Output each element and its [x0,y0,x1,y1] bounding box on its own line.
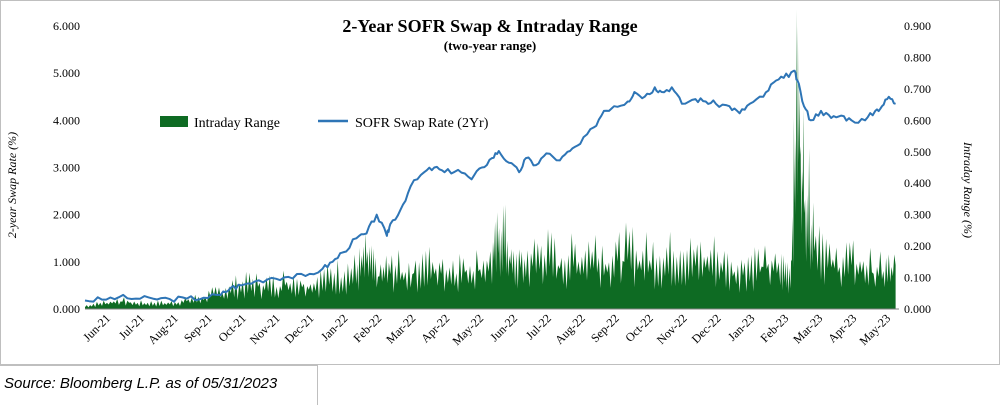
sofr-swap-rate-line [84,69,896,303]
chart-container: 2-Year SOFR Swap & Intraday Range (two-y… [0,0,1000,365]
chart-title: 2-Year SOFR Swap & Intraday Range [342,16,637,36]
right-tick-label: 0.400 [904,176,931,190]
left-tick-label: 1.000 [53,255,80,269]
right-tick-label: 0.100 [904,271,931,285]
left-axis-ticks: 0.000 1.000 2.000 3.000 4.000 5.000 6.000 [53,19,80,316]
right-tick-label: 0.700 [904,82,931,96]
legend-label-intraday-range: Intraday Range [194,116,280,131]
legend-label-sofr-swap-rate: SOFR Swap Rate (2Yr) [355,116,489,131]
source-note: Source: Bloomberg L.P. as of 05/31/2023 [4,375,278,392]
intraday-range-area-layer [85,9,896,310]
left-tick-label: 5.000 [53,66,80,80]
intraday-range-area [85,9,896,310]
left-tick-label: 3.000 [53,161,80,175]
right-tick-label: 0.500 [904,145,931,159]
right-tick-label: 0.300 [904,208,931,222]
right-tick-label: 0.200 [904,239,931,253]
y-axis-left-label: 2-year Swap Rate (%) [5,132,19,238]
right-tick-label: 0.900 [904,19,931,33]
sofr-line-layer [84,69,896,303]
source-box: Source: Bloomberg L.P. as of 05/31/2023 [0,365,318,405]
legend: Intraday Range SOFR Swap Rate (2Yr) [160,116,489,131]
right-axis-ticks: 0.000 0.100 0.200 0.300 0.400 0.500 0.600 0.700… [904,19,931,316]
y-axis-right-label: Intraday Range (%) [961,141,975,238]
chart-border [0,0,1000,365]
chart-svg: 2-Year SOFR Swap & Intraday Range (two-y… [0,0,1000,365]
left-tick-label: 0.000 [53,302,80,316]
right-tick-label: 0.000 [904,302,931,316]
left-tick-label: 4.000 [53,113,80,127]
right-tick-label: 0.600 [904,113,931,127]
left-tick-label: 2.000 [53,208,80,222]
right-tick-label: 0.800 [904,50,931,64]
left-tick-label: 6.000 [53,19,80,33]
legend-swatch-intraday-range [160,116,188,127]
chart-subtitle: (two-year range) [444,38,537,53]
